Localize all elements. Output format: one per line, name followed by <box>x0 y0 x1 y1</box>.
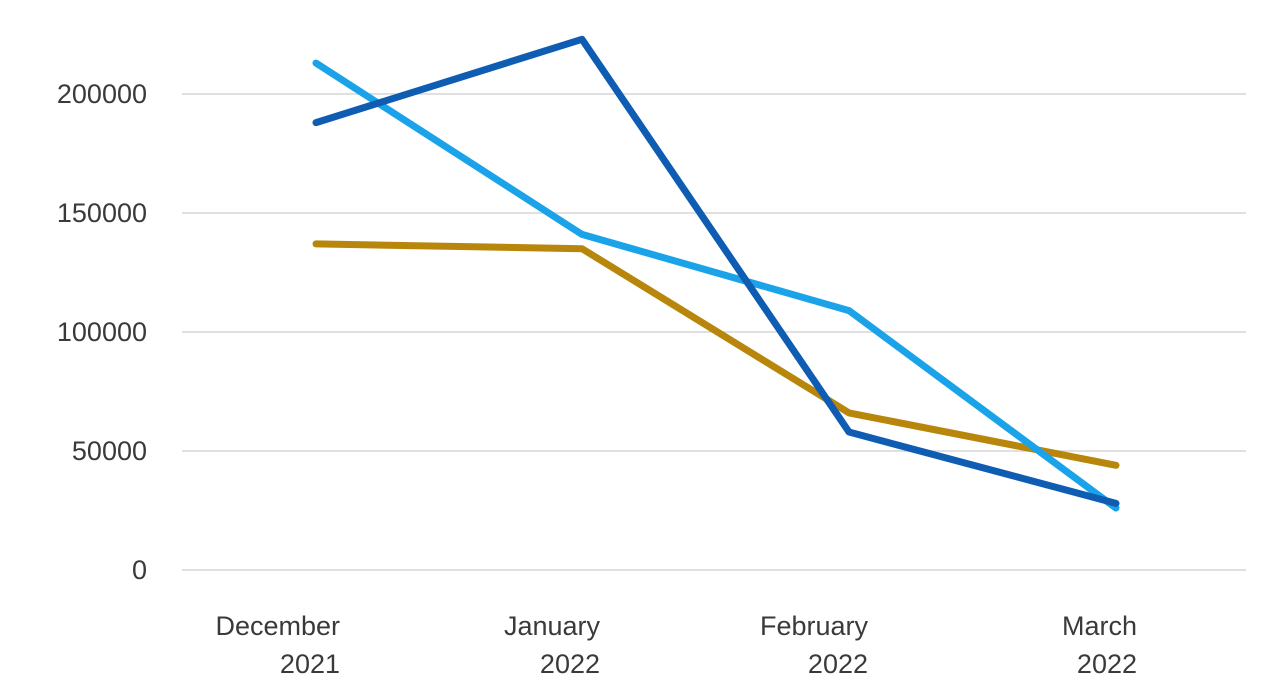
x-tick-label-year: 2021 <box>280 649 340 679</box>
y-tick-label: 0 <box>132 555 147 585</box>
x-tick-label: February 2022 <box>760 611 869 679</box>
x-tick-label-month: March <box>1062 611 1137 641</box>
x-tick-label-month: February <box>760 611 869 641</box>
y-tick-label: 200000 <box>57 79 147 109</box>
x-axis-tick-labels: December2021January2022February2022March… <box>215 611 1137 679</box>
series-line-2 <box>312 35 1120 507</box>
y-tick-label: 100000 <box>57 317 147 347</box>
y-tick-label: 50000 <box>72 436 147 466</box>
series-line-1 <box>312 59 1120 512</box>
y-axis-tick-labels: 0 50000 100000 150000 200000 <box>57 79 147 585</box>
x-tick-label-year: 2022 <box>540 649 600 679</box>
x-tick-label-month: January <box>504 611 601 641</box>
series-layer <box>312 35 1120 512</box>
x-tick-label-month: December <box>215 611 340 641</box>
series-line-3 <box>312 240 1120 469</box>
x-tick-label-year: 2022 <box>808 649 868 679</box>
x-tick-label: January 2022 <box>504 611 601 679</box>
x-tick-label-year: 2022 <box>1077 649 1137 679</box>
y-tick-label: 150000 <box>57 198 147 228</box>
x-tick-label: March 2022 <box>1062 611 1137 679</box>
x-tick-label: December 2021 <box>215 611 340 679</box>
